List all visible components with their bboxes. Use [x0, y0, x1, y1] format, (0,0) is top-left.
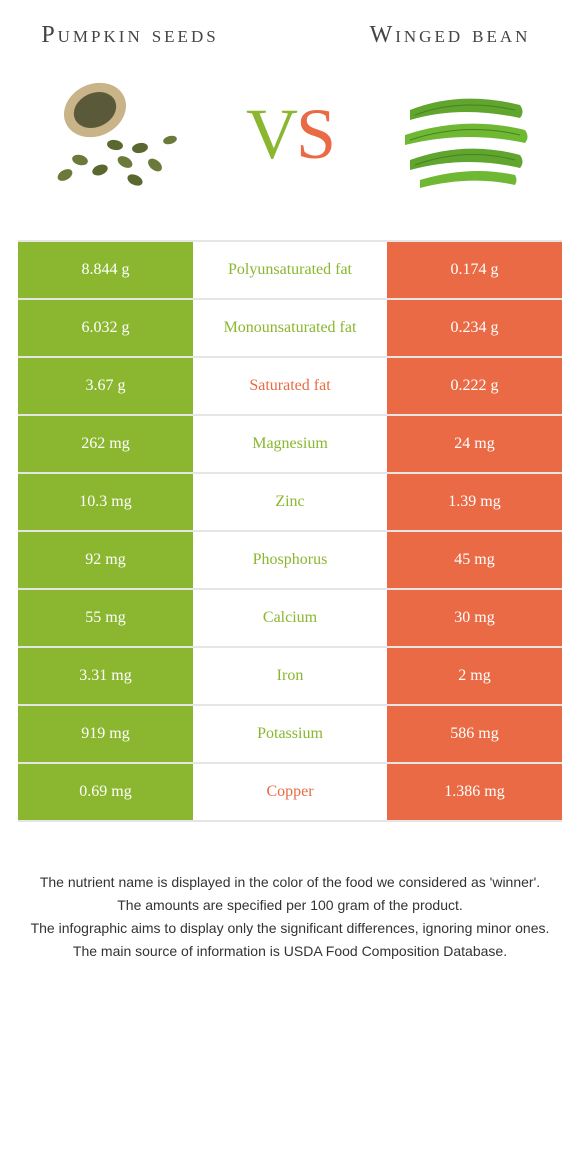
- right-value: 45 mg: [387, 532, 562, 588]
- table-row: 55 mgCalcium30 mg: [18, 590, 562, 648]
- left-value: 55 mg: [18, 590, 193, 646]
- vs-v: V: [246, 94, 296, 174]
- nutrient-label: Copper: [193, 764, 387, 820]
- nutrient-label: Monounsaturated fat: [193, 300, 387, 356]
- right-value: 586 mg: [387, 706, 562, 762]
- nutrient-label: Phosphorus: [193, 532, 387, 588]
- nutrient-label: Polyunsaturated fat: [193, 242, 387, 298]
- left-value: 6.032 g: [18, 300, 193, 356]
- table-row: 8.844 gPolyunsaturated fat0.174 g: [18, 242, 562, 300]
- table-row: 919 mgPotassium586 mg: [18, 706, 562, 764]
- left-value: 10.3 mg: [18, 474, 193, 530]
- left-value: 262 mg: [18, 416, 193, 472]
- left-food-title: Pumpkin seeds: [40, 22, 220, 50]
- table-row: 10.3 mgZinc1.39 mg: [18, 474, 562, 532]
- table-row: 6.032 gMonounsaturated fat0.234 g: [18, 300, 562, 358]
- pumpkin-seeds-image: [40, 70, 190, 200]
- right-value: 1.386 mg: [387, 764, 562, 820]
- footnote-2: The amounts are specified per 100 gram o…: [30, 895, 550, 916]
- header: Pumpkin seeds Winged bean: [0, 0, 580, 60]
- right-value: 0.234 g: [387, 300, 562, 356]
- footnotes: The nutrient name is displayed in the co…: [30, 872, 550, 962]
- infographic-container: Pumpkin seeds Winged bean VS: [0, 0, 580, 962]
- images-row: VS: [0, 60, 580, 230]
- table-row: 92 mgPhosphorus45 mg: [18, 532, 562, 590]
- nutrient-label: Potassium: [193, 706, 387, 762]
- footnote-1: The nutrient name is displayed in the co…: [30, 872, 550, 893]
- table-row: 262 mgMagnesium24 mg: [18, 416, 562, 474]
- winged-bean-image: [390, 70, 540, 200]
- left-value: 0.69 mg: [18, 764, 193, 820]
- right-food-title: Winged bean: [360, 22, 540, 50]
- nutrient-label: Saturated fat: [193, 358, 387, 414]
- right-value: 0.222 g: [387, 358, 562, 414]
- right-value: 1.39 mg: [387, 474, 562, 530]
- footnote-4: The main source of information is USDA F…: [30, 941, 550, 962]
- vs-s: S: [296, 94, 334, 174]
- right-value: 30 mg: [387, 590, 562, 646]
- comparison-table: 8.844 gPolyunsaturated fat0.174 g6.032 g…: [18, 240, 562, 822]
- vs-label: VS: [246, 93, 334, 176]
- right-value: 2 mg: [387, 648, 562, 704]
- right-value: 0.174 g: [387, 242, 562, 298]
- table-row: 3.31 mgIron2 mg: [18, 648, 562, 706]
- nutrient-label: Magnesium: [193, 416, 387, 472]
- nutrient-label: Iron: [193, 648, 387, 704]
- left-value: 3.67 g: [18, 358, 193, 414]
- left-value: 3.31 mg: [18, 648, 193, 704]
- left-value: 92 mg: [18, 532, 193, 588]
- table-row: 0.69 mgCopper1.386 mg: [18, 764, 562, 822]
- right-value: 24 mg: [387, 416, 562, 472]
- nutrient-label: Calcium: [193, 590, 387, 646]
- footnote-3: The infographic aims to display only the…: [30, 918, 550, 939]
- left-value: 8.844 g: [18, 242, 193, 298]
- left-value: 919 mg: [18, 706, 193, 762]
- nutrient-label: Zinc: [193, 474, 387, 530]
- table-row: 3.67 gSaturated fat0.222 g: [18, 358, 562, 416]
